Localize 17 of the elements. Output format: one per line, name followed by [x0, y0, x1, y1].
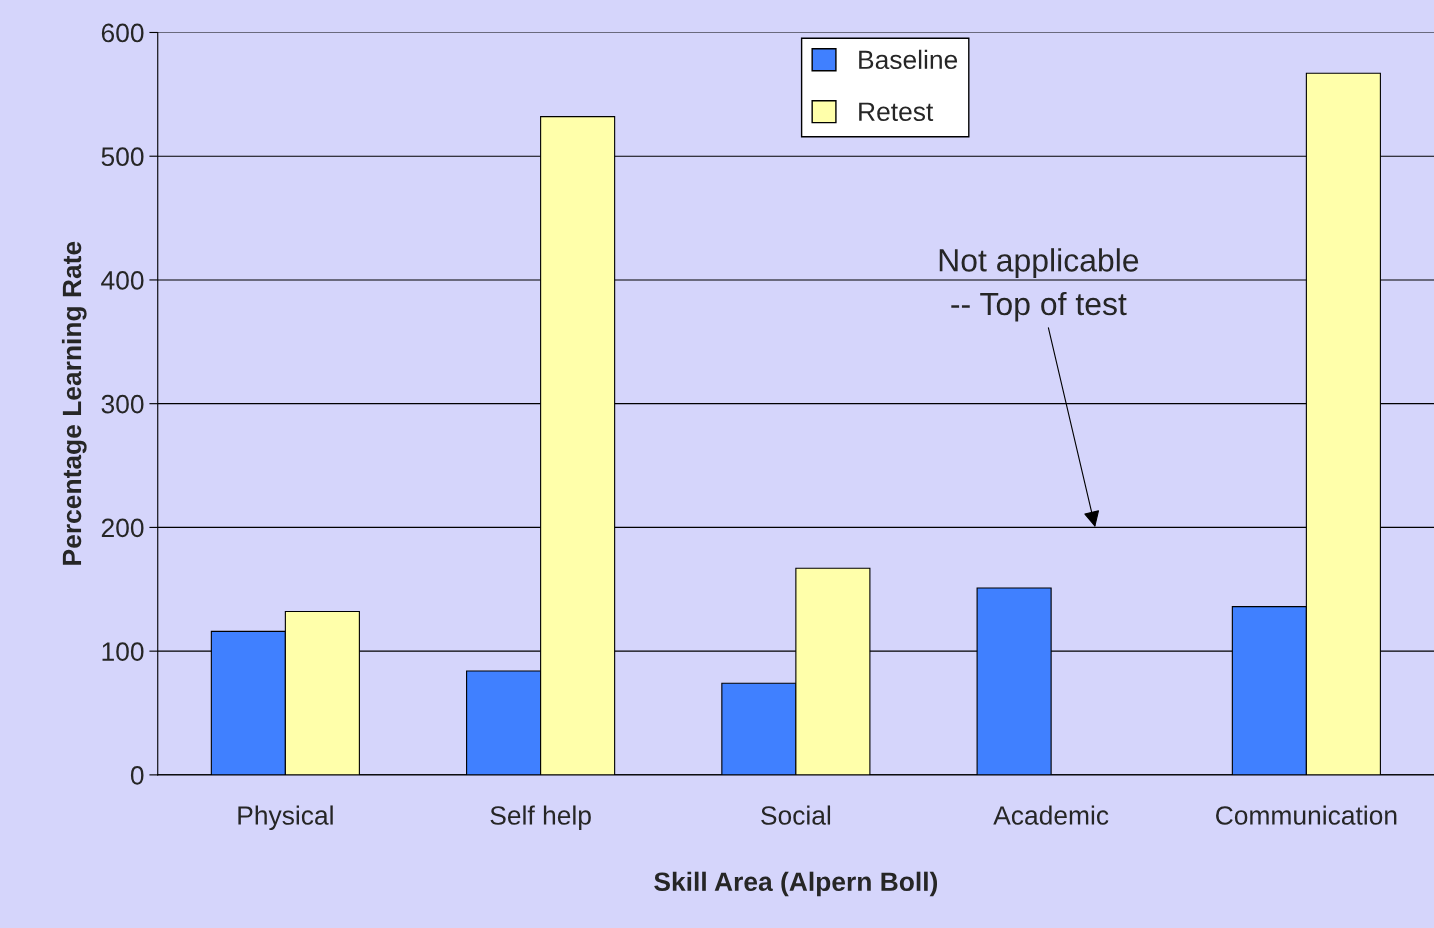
y-tick-label: 600	[101, 23, 144, 43]
x-tick-label: Physical	[238, 805, 333, 831]
legend-label: Baseline	[859, 49, 958, 70]
y-tick-label: 300	[101, 394, 144, 414]
annotation: Not applicable -- Top of test	[939, 248, 1139, 322]
y-tick-label: 100	[102, 642, 144, 661]
y-tick-label: 0	[130, 766, 144, 785]
y-axis-title: Percentage Learning Rate	[61, 241, 87, 565]
legend-label: Retest	[859, 102, 934, 122]
x-tick-label: Self help	[490, 805, 591, 831]
x-axis-title: Skill Area (Alpern Boll)	[654, 871, 938, 897]
y-tick-label: 500	[101, 147, 144, 167]
x-tick-label: Communication	[1216, 805, 1397, 825]
x-tick-label: Academic	[993, 805, 1109, 825]
y-tick-label: 200	[101, 518, 144, 538]
y-tick-label: 400	[101, 271, 144, 290]
x-tick-label: Social	[761, 805, 831, 825]
